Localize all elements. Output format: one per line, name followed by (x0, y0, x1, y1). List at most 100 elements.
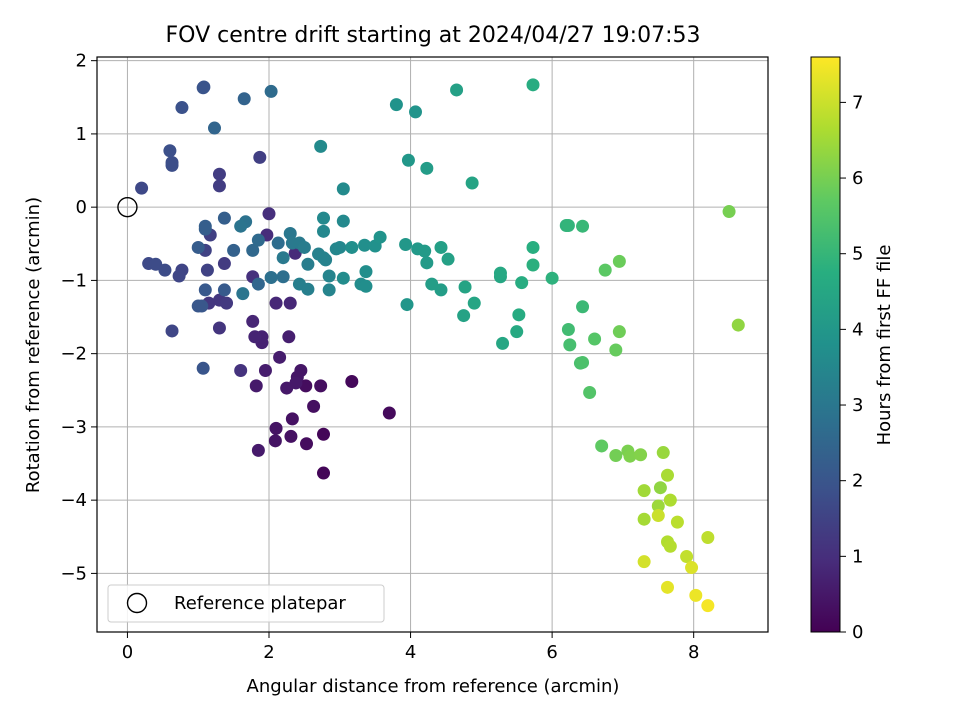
scatter-point (345, 374, 359, 388)
scatter-point (389, 98, 403, 112)
scatter-point (663, 493, 677, 507)
scatter-point (612, 325, 626, 339)
scatter-point (634, 448, 648, 462)
scatter-point (322, 269, 336, 283)
scatter-point (322, 283, 336, 297)
scatter-point (285, 412, 299, 426)
x-tick-label: 2 (263, 642, 274, 663)
scatter-point (612, 254, 626, 268)
scatter-point (165, 155, 179, 169)
scatter-point (248, 330, 262, 344)
scatter-point (450, 83, 464, 97)
scatter-point (561, 322, 575, 336)
scatter-point (561, 218, 575, 232)
grid-lines (97, 57, 768, 632)
scatter-point (234, 364, 248, 378)
y-tick-label: −2 (60, 344, 87, 365)
scatter-point (172, 269, 186, 283)
scatter-point (251, 443, 265, 457)
scatter-point (163, 144, 177, 158)
x-tick-label: 0 (122, 642, 133, 663)
y-tick-label: 0 (76, 197, 87, 218)
scatter-point (526, 258, 540, 272)
scatter-point (441, 252, 455, 266)
scatter-point (198, 283, 212, 297)
scatter-point (212, 321, 226, 335)
scatter-point (236, 287, 250, 301)
y-tick-label: 2 (76, 51, 87, 72)
colorbar-tick-label: 5 (852, 244, 863, 265)
scatter-point (418, 244, 432, 258)
scatter-point (316, 211, 330, 225)
scatter-point (269, 296, 283, 310)
scatter-point (264, 84, 278, 98)
scatter-point (284, 429, 298, 443)
scatter-point (301, 257, 315, 271)
scatter-point (301, 282, 315, 296)
scatter-point (264, 270, 278, 284)
scatter-point (282, 330, 296, 344)
colorbar-tick-label: 2 (852, 471, 863, 492)
scatter-point (273, 350, 287, 364)
x-tick-label: 6 (546, 642, 557, 663)
scatter-point (333, 240, 347, 254)
scatter-point (359, 265, 373, 279)
scatter-point (576, 300, 590, 314)
scatter-point (336, 271, 350, 285)
scatter-point (731, 318, 745, 332)
legend: Reference platepar (107, 584, 385, 623)
scatter-point (656, 446, 670, 460)
scatter-point (512, 308, 526, 322)
scatter-point (576, 355, 590, 369)
scatter-point (637, 484, 651, 498)
plot-frame (96, 56, 769, 633)
scatter-point (198, 222, 212, 236)
scatter-point (319, 253, 333, 267)
x-tick-label: 8 (688, 642, 699, 663)
scatter-point (588, 332, 602, 346)
scatter-point (515, 276, 529, 290)
scatter-point (373, 230, 387, 244)
scatter-point (545, 271, 559, 285)
scatter-point (623, 449, 637, 463)
scatter-point (217, 257, 231, 271)
scatter-point (467, 296, 481, 310)
scatter-point (510, 325, 524, 339)
colorbar-label: Hours from first FF file (874, 245, 895, 446)
scatter-point (316, 466, 330, 480)
scatter-point (576, 219, 590, 233)
scatter-point (680, 550, 694, 564)
scatter-point (598, 263, 612, 277)
scatter-point (336, 214, 350, 228)
scatter-point (609, 343, 623, 357)
y-tick-label: 1 (76, 124, 87, 145)
scatter-point (271, 236, 285, 250)
scatter-point (314, 379, 328, 393)
scatter-point (563, 338, 577, 352)
scatter-point (595, 439, 609, 453)
scatter-point (234, 219, 248, 233)
scatter-point (227, 243, 241, 257)
scatter-point (660, 468, 674, 482)
scatter-point (722, 205, 736, 219)
colorbar-tick-label: 1 (852, 546, 863, 567)
scatter-point (382, 406, 396, 420)
scatter-point (420, 161, 434, 175)
scatter-point (458, 280, 472, 294)
scatter-point (300, 437, 314, 451)
scatter-point (297, 240, 311, 254)
scatter-point (358, 238, 372, 252)
scatter-point (409, 105, 423, 119)
scatter-point (196, 361, 210, 375)
scatter-point (207, 121, 221, 135)
scatter-point (269, 421, 283, 435)
scatter-point (165, 324, 179, 338)
scatter-point (401, 153, 415, 167)
scatter-point (220, 296, 234, 310)
y-tick-label: −3 (60, 417, 87, 438)
scatter-point (660, 580, 674, 594)
legend-box (107, 584, 385, 623)
scatter-point (249, 379, 263, 393)
scatter-point (268, 434, 282, 448)
scatter-point (496, 336, 510, 350)
